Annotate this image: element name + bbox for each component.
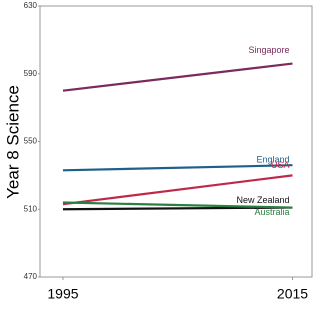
series-line [62, 201, 293, 209]
series-line [62, 164, 293, 172]
series-line [62, 62, 293, 92]
y-tick-label: 630 [24, 1, 38, 10]
y-tick-label: 510 [24, 204, 38, 213]
series-label: Singapore [248, 45, 289, 55]
series-label: Australia [254, 207, 289, 217]
y-tick-label: 550 [24, 137, 38, 146]
series-label: USA [271, 160, 290, 170]
y-tick-label: 590 [24, 69, 38, 78]
x-tick-label: 1995 [47, 286, 78, 302]
series-label: New Zealand [236, 195, 289, 205]
series-line [62, 206, 293, 211]
series-line [62, 174, 293, 206]
y-axis-label: Year 8 Science [3, 85, 22, 199]
x-tick-label: 2015 [277, 286, 308, 302]
y-tick-label: 470 [24, 272, 38, 281]
series-label: England [256, 155, 289, 165]
